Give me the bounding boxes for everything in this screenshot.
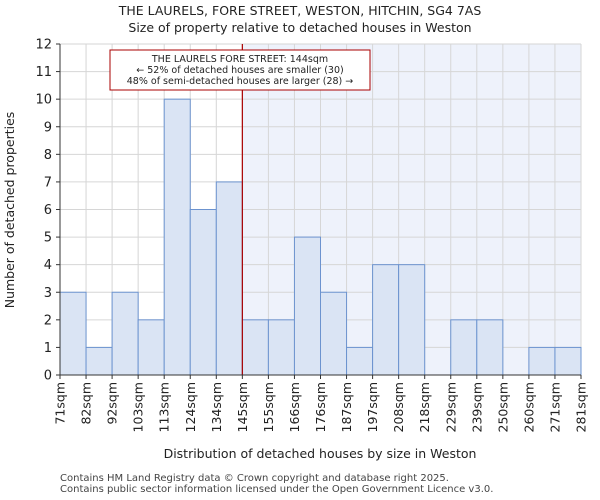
x-axis-label: Distribution of detached houses by size … (164, 446, 477, 461)
bar-155sqm (267, 319, 295, 376)
annotation-line-3: 48% of semi-detached houses are larger (… (127, 76, 354, 87)
chart-title: THE LAURELS, FORE STREET, WESTON, HITCHI… (118, 3, 482, 18)
x-tick-label: 134sqm (209, 382, 224, 432)
x-tick-label: 155sqm (261, 382, 276, 432)
y-tick-label: 2 (44, 313, 52, 328)
bar-145sqm (241, 319, 269, 376)
annotation-line-1: THE LAURELS FORE STREET: 144sqm (151, 54, 328, 65)
x-tick-label: 103sqm (131, 382, 146, 432)
bar-197sqm (372, 264, 400, 376)
y-tick-label: 0 (44, 369, 52, 384)
x-tick-label: 145sqm (235, 382, 250, 432)
x-tick-label: 218sqm (417, 382, 432, 432)
bar-176sqm (320, 291, 348, 376)
x-tick-label: 239sqm (469, 382, 484, 432)
y-axis-label: Number of detached properties (2, 112, 17, 309)
annotation-line-2: ← 52% of detached houses are smaller (30… (136, 65, 343, 76)
chart-subtitle: Size of property relative to detached ho… (128, 20, 472, 35)
x-tick-label: 82sqm (79, 382, 94, 425)
y-tick-label: 5 (44, 231, 52, 246)
x-tick-label: 271sqm (547, 382, 562, 432)
bar-208sqm (398, 264, 426, 376)
bar-187sqm (346, 346, 374, 376)
x-tick-label: 187sqm (339, 382, 354, 432)
y-tick-label: 4 (44, 258, 52, 273)
bar-71sqm (59, 291, 87, 376)
x-tick-label: 113sqm (157, 382, 172, 432)
bar-271sqm (554, 346, 582, 376)
x-tick-label: 281sqm (574, 382, 589, 432)
x-tick-label: 250sqm (495, 382, 510, 432)
bar-134sqm (215, 181, 243, 376)
bar-229sqm (450, 319, 478, 376)
x-tick-label: 124sqm (183, 382, 198, 432)
x-tick-label: 166sqm (287, 382, 302, 432)
x-tick-label: 208sqm (391, 382, 406, 432)
x-tick-label: 229sqm (443, 382, 458, 432)
y-tick-label: 6 (44, 203, 52, 218)
y-tick-label: 12 (35, 38, 52, 53)
x-tick-label: 176sqm (313, 382, 328, 432)
x-tick-label: 197sqm (365, 382, 380, 432)
bar-124sqm (189, 209, 217, 376)
footer-line-2: Contains public sector information licen… (60, 484, 494, 495)
x-tick-label: 71sqm (53, 382, 68, 425)
y-tick-label: 7 (44, 175, 52, 190)
x-tick-label: 92sqm (105, 382, 120, 425)
bar-82sqm (85, 346, 113, 376)
bar-103sqm (137, 319, 165, 376)
y-tick-label: 11 (35, 65, 52, 80)
bar-260sqm (528, 346, 556, 376)
bar-92sqm (111, 291, 139, 376)
footer-line-1: Contains HM Land Registry data © Crown c… (60, 473, 449, 484)
x-tick-label: 260sqm (521, 382, 536, 432)
y-tick-label: 10 (35, 93, 52, 108)
y-tick-label: 9 (44, 120, 52, 135)
y-tick-label: 3 (44, 286, 52, 301)
bar-113sqm (163, 98, 191, 376)
bar-239sqm (476, 319, 504, 376)
bar-166sqm (293, 236, 322, 376)
y-tick-label: 8 (44, 148, 52, 163)
annotation-box: THE LAURELS FORE STREET: 144sqm ← 52% of… (109, 49, 371, 91)
y-tick-label: 1 (44, 341, 52, 356)
annotation-frame (109, 49, 371, 91)
